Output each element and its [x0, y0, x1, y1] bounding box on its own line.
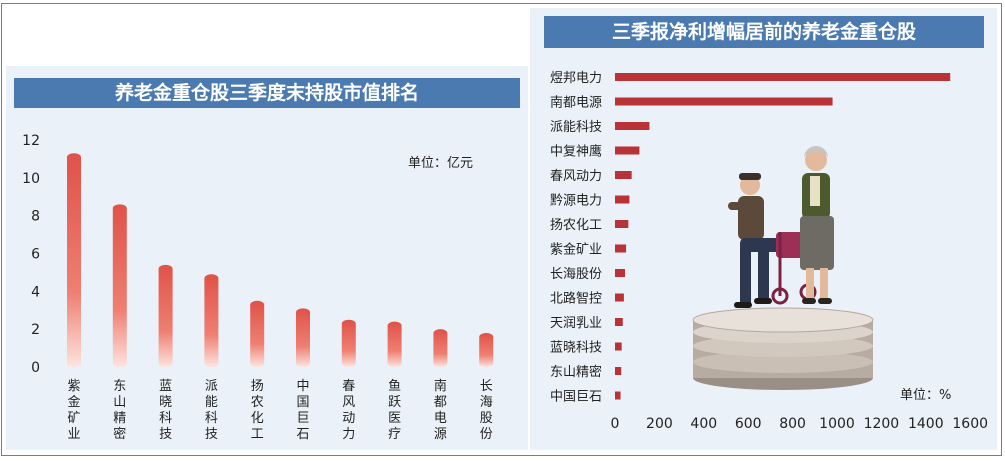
right-bar	[615, 220, 629, 228]
right-x-tick: 1400	[908, 416, 944, 432]
left-bar	[433, 329, 448, 367]
right-bar	[615, 195, 630, 204]
right-category-label: 南都电源	[550, 95, 602, 111]
left-bar	[296, 308, 310, 367]
left-bar	[204, 274, 219, 367]
left-category-label: 东山精密	[113, 379, 126, 442]
right-category-label: 中复神鹰	[550, 144, 602, 160]
left-y-tick: 8	[31, 209, 40, 225]
left-category-label: 扬农化工	[251, 379, 264, 442]
right-bar	[615, 244, 627, 253]
top-blank-band	[6, 8, 528, 66]
left-chart-title: 养老金重仓股三季度末持股市值排名	[14, 78, 520, 108]
left-bar	[250, 300, 265, 367]
left-bar	[112, 204, 127, 367]
left-category-label: 南都电源	[434, 378, 447, 442]
left-chart-unit: 单位：亿元	[408, 156, 474, 171]
right-bar	[615, 367, 622, 375]
right-x-tick: 1200	[864, 416, 900, 432]
right-x-tick: 1600	[952, 416, 988, 432]
right-x-tick: 1000	[819, 416, 855, 432]
right-bar	[615, 171, 632, 179]
right-chart-title: 三季报净利增幅居前的养老金重仓股	[544, 16, 984, 48]
left-category-label: 长海股份	[480, 379, 493, 442]
right-x-tick: 800	[779, 416, 806, 432]
outer-frame	[1, 3, 1002, 456]
left-y-tick: 4	[31, 284, 40, 300]
left-bar	[158, 264, 173, 367]
elderly-couple-on-coin-stack	[692, 146, 874, 390]
right-category-label: 长海股份	[550, 267, 602, 282]
right-bar	[615, 318, 623, 326]
right-bar	[615, 269, 625, 277]
right-chart-unit: 单位：%	[900, 388, 952, 403]
right-category-label: 派能科技	[550, 120, 602, 135]
left-category-label: 紫金矿业	[67, 379, 80, 442]
left-category-label: 派能科技	[205, 379, 218, 442]
left-y-tick: 12	[22, 133, 40, 149]
right-bar	[615, 146, 640, 155]
right-x-tick: 400	[690, 416, 717, 432]
left-chart-panel	[6, 66, 528, 450]
right-bar	[615, 122, 650, 130]
left-y-tick: 2	[31, 322, 40, 338]
right-category-label: 天润乳业	[550, 316, 602, 331]
right-category-label: 黔源电力	[550, 194, 602, 209]
left-category-label: 蓝晓科技	[159, 379, 172, 442]
right-category-label: 紫金矿业	[550, 242, 602, 258]
right-x-tick: 200	[646, 416, 673, 432]
right-category-label: 煜邦电力	[550, 71, 602, 86]
left-bar	[387, 321, 402, 367]
left-y-tick: 10	[22, 171, 40, 187]
left-category-label: 鱼跃医疗	[388, 378, 401, 442]
left-bar	[479, 332, 494, 367]
right-x-tick: 0	[611, 416, 620, 432]
left-category-label: 中国巨石	[296, 379, 309, 442]
right-bar	[615, 73, 951, 81]
left-y-tick: 6	[31, 247, 40, 263]
right-x-tick: 600	[735, 416, 762, 432]
right-category-label: 中国巨石	[550, 390, 602, 405]
left-bar	[341, 319, 356, 367]
right-category-label: 东山精密	[550, 364, 602, 380]
left-y-tick: 0	[31, 360, 40, 376]
right-category-label: 北路智控	[550, 291, 602, 307]
right-category-label: 蓝晓科技	[550, 341, 602, 356]
right-category-label: 扬农化工	[550, 218, 602, 233]
right-category-label: 春风动力	[550, 169, 602, 184]
left-bar	[67, 153, 81, 367]
right-bar	[615, 293, 624, 302]
right-bar	[615, 97, 833, 106]
right-bar	[615, 391, 621, 400]
right-bar	[615, 342, 622, 351]
left-category-label: 春风动力	[342, 379, 355, 442]
